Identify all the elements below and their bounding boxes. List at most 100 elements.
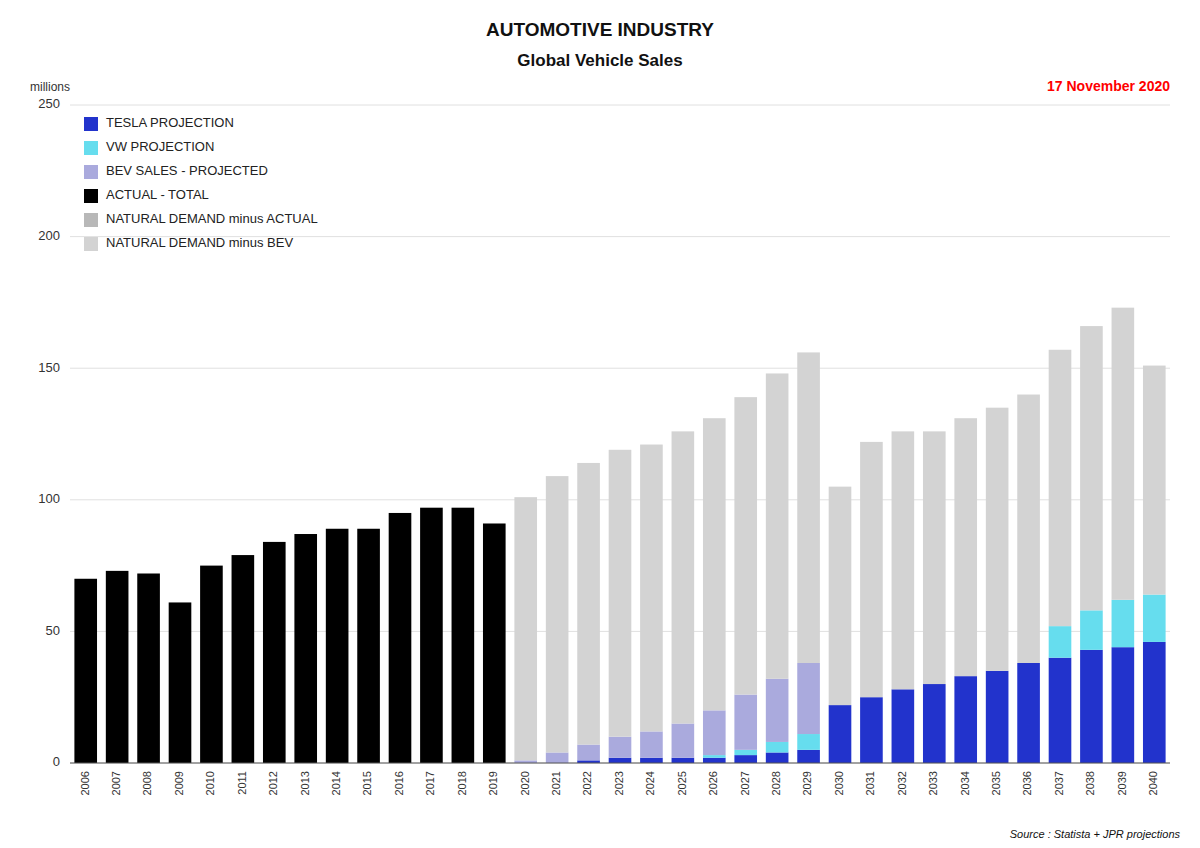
bar <box>577 745 600 761</box>
bar <box>169 602 192 603</box>
bar <box>137 573 160 574</box>
x-tick-label: 2033 <box>927 771 939 795</box>
bar <box>1143 595 1166 642</box>
x-tick-label: 2011 <box>236 771 248 795</box>
bar <box>106 571 129 763</box>
bar <box>200 566 223 763</box>
bar <box>672 431 695 723</box>
bar <box>357 528 380 529</box>
grid <box>70 105 1170 763</box>
bar <box>483 523 506 524</box>
bar <box>892 689 915 763</box>
y-axis-label: millions <box>30 80 70 94</box>
bar <box>797 352 820 663</box>
y-tick-label: 200 <box>38 228 60 243</box>
x-tick-label: 2017 <box>424 771 436 795</box>
x-tick-label: 2035 <box>990 771 1002 795</box>
bar <box>892 431 915 689</box>
bar <box>923 431 946 684</box>
bars <box>74 308 1165 763</box>
x-tick-label: 2025 <box>676 771 688 795</box>
x-tick-label: 2023 <box>613 771 625 795</box>
bar <box>483 523 506 763</box>
bar <box>294 534 317 535</box>
bar <box>954 418 977 676</box>
subtitle: Global Vehicle Sales <box>517 51 682 70</box>
legend-label: NATURAL DEMAND minus ACTUAL <box>106 211 318 226</box>
bar <box>640 758 663 763</box>
annotation: 17 November 2020 <box>1047 78 1170 94</box>
bar <box>734 695 757 750</box>
x-tick-label: 2036 <box>1021 771 1033 795</box>
legend-swatch <box>84 237 98 251</box>
x-tick-label: 2031 <box>864 771 876 795</box>
x-tick-label: 2014 <box>330 771 342 795</box>
x-tick-label: 2040 <box>1147 771 1159 795</box>
bar <box>452 508 475 763</box>
bar <box>1080 650 1103 763</box>
bar <box>420 507 443 508</box>
bar <box>389 512 412 513</box>
bar <box>357 528 380 529</box>
bar <box>1112 308 1135 600</box>
bar <box>797 734 820 750</box>
bar <box>923 684 946 763</box>
x-tick-label: 2007 <box>110 771 122 795</box>
bar <box>74 579 97 763</box>
bar <box>263 541 286 542</box>
legend: TESLA PROJECTIONVW PROJECTIONBEV SALES -… <box>84 115 318 251</box>
x-tick-label: 2034 <box>959 771 971 795</box>
bar <box>766 679 789 742</box>
grid-line <box>70 763 1170 764</box>
legend-swatch <box>84 189 98 203</box>
bar <box>986 408 1009 671</box>
bar <box>200 565 223 566</box>
bar <box>672 724 695 758</box>
bar <box>483 523 506 524</box>
x-tick-label: 2039 <box>1116 771 1128 795</box>
y-ticks: 050100150200250 <box>38 96 60 769</box>
bar <box>263 542 286 763</box>
bar <box>546 476 569 752</box>
bar <box>640 445 663 732</box>
bar <box>703 710 726 755</box>
x-tick-label: 2015 <box>361 771 373 795</box>
bar <box>420 508 443 763</box>
bar <box>232 555 255 556</box>
bar <box>169 602 192 603</box>
x-tick-label: 2022 <box>581 771 593 795</box>
x-tick-label: 2019 <box>487 771 499 795</box>
x-tick-label: 2038 <box>1084 771 1096 795</box>
bar <box>137 573 160 574</box>
legend-label: ACTUAL - TOTAL <box>106 187 209 202</box>
bar <box>1049 350 1072 626</box>
legend-label: VW PROJECTION <box>106 139 214 154</box>
bar <box>703 758 726 763</box>
bar <box>1017 663 1040 763</box>
grid-line <box>70 105 1170 106</box>
bar <box>1080 610 1103 649</box>
x-tick-label: 2026 <box>707 771 719 795</box>
grid-line <box>70 368 1170 369</box>
x-tick-label: 2010 <box>204 771 216 795</box>
bar <box>734 397 757 694</box>
bar <box>734 750 757 755</box>
bar <box>106 570 129 571</box>
bar <box>703 755 726 758</box>
y-tick-label: 250 <box>38 96 60 111</box>
legend-swatch <box>84 213 98 227</box>
x-tick-label: 2027 <box>739 771 751 795</box>
bar <box>326 528 349 529</box>
bar <box>357 529 380 763</box>
bar <box>1112 647 1135 763</box>
x-tick-label: 2009 <box>173 771 185 795</box>
x-tick-label: 2024 <box>644 771 656 795</box>
x-tick-label: 2030 <box>833 771 845 795</box>
bar <box>766 742 789 753</box>
y-tick-label: 150 <box>38 360 60 375</box>
bar <box>420 507 443 508</box>
x-axis-line <box>70 763 1170 764</box>
x-tick-label: 2028 <box>770 771 782 795</box>
x-tick-label: 2008 <box>141 771 153 795</box>
bar <box>703 418 726 710</box>
